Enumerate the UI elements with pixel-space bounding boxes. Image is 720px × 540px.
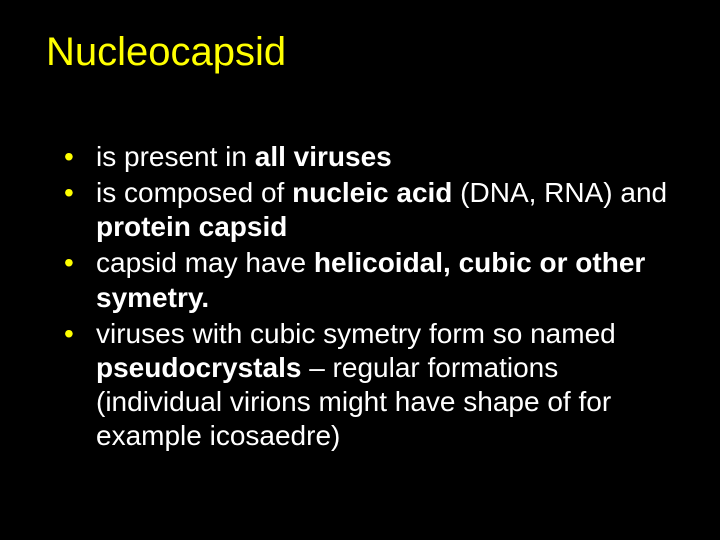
- bullet-segment: viruses with cubic symetry form so named: [96, 318, 616, 349]
- bullet-item: is present in all viruses: [60, 140, 670, 174]
- bullet-segment: capsid may have: [96, 247, 314, 278]
- bullet-segment: protein capsid: [96, 211, 287, 242]
- bullet-segment: is composed of: [96, 177, 292, 208]
- bullet-item: capsid may have helicoidal, cubic or oth…: [60, 246, 670, 314]
- bullet-item: viruses with cubic symetry form so named…: [60, 317, 670, 454]
- bullet-segment: all viruses: [255, 141, 392, 172]
- bullet-segment: is present in: [96, 141, 255, 172]
- bullet-item: is composed of nucleic acid (DNA, RNA) a…: [60, 176, 670, 244]
- slide-title: Nucleocapsid: [46, 30, 286, 75]
- bullet-segment: (DNA, RNA) and: [452, 177, 667, 208]
- bullet-segment: nucleic acid: [292, 177, 452, 208]
- bullet-segment: pseudocrystals: [96, 352, 301, 383]
- bullet-list: is present in all virusesis composed of …: [60, 140, 670, 453]
- slide: Nucleocapsid is present in all virusesis…: [0, 0, 720, 540]
- slide-body: is present in all virusesis composed of …: [60, 140, 670, 455]
